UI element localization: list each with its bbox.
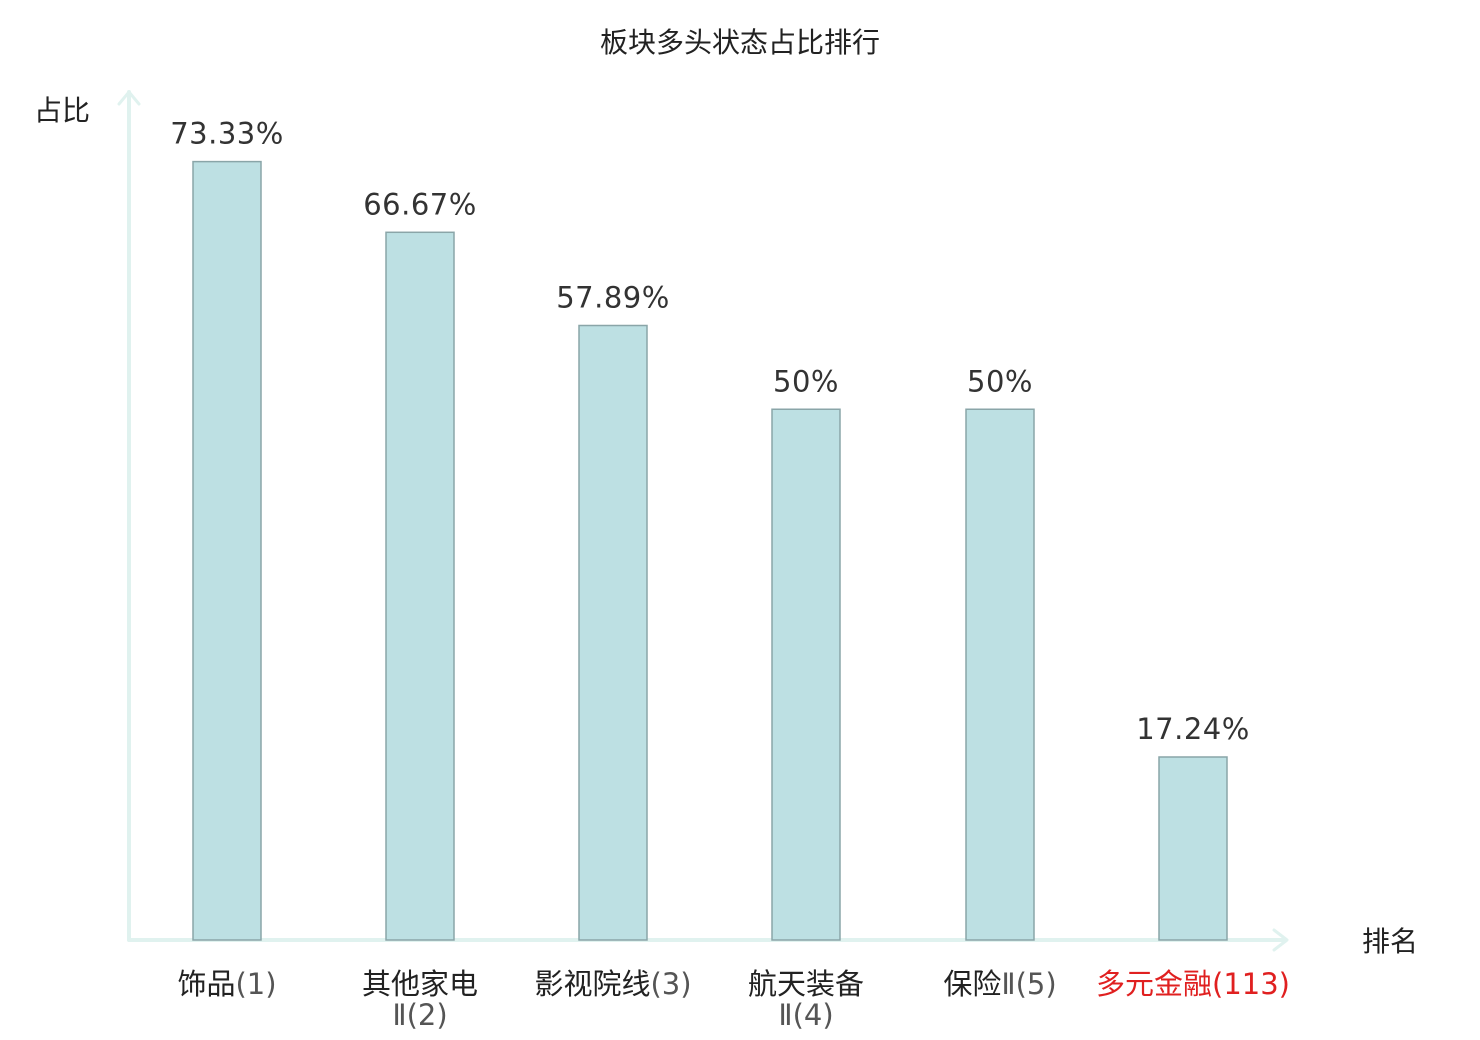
x-axis: 排名 <box>127 925 1418 958</box>
bar-value-label: 57.89% <box>556 280 670 314</box>
bar-series <box>192 160 1228 941</box>
bar-value-label: 73.33% <box>170 117 284 151</box>
bar-value-label: 50% <box>967 364 1033 398</box>
y-axis-arrow <box>117 90 141 106</box>
x-axis-arrow <box>1272 928 1289 952</box>
bar <box>192 160 262 941</box>
value-labels: 73.33% 66.67% 57.89% 50% 50% 17.24% <box>170 117 1250 746</box>
category-label: 影视院线(3) <box>534 967 691 1001</box>
category-label: 航天装备 Ⅱ(4) <box>748 967 864 1032</box>
y-axis-label: 占比 <box>34 94 90 127</box>
category-label: 其他家电 Ⅱ(2) <box>362 967 478 1032</box>
y-axis: 占比 <box>34 90 141 942</box>
bar-value-label: 50% <box>773 364 839 398</box>
bar <box>578 324 648 941</box>
bar <box>1158 756 1228 941</box>
bar <box>965 408 1035 941</box>
bar <box>385 231 455 941</box>
category-labels: 饰品(1) 其他家电 Ⅱ(2) 影视院线(3) 航天装备 Ⅱ(4) 保险Ⅱ(5) 多元金融(1… <box>177 967 1290 1032</box>
chart-title: 板块多头状态占比排行 <box>600 26 880 59</box>
bar <box>771 408 841 941</box>
bar-value-label: 66.67% <box>363 187 477 221</box>
category-label: 多元金融(113) <box>1096 967 1290 1001</box>
category-label: 保险Ⅱ(5) <box>943 967 1056 1001</box>
category-label: 饰品(1) <box>177 967 276 1001</box>
bar-value-label: 17.24% <box>1136 712 1250 746</box>
x-axis-label: 排名 <box>1362 925 1418 958</box>
